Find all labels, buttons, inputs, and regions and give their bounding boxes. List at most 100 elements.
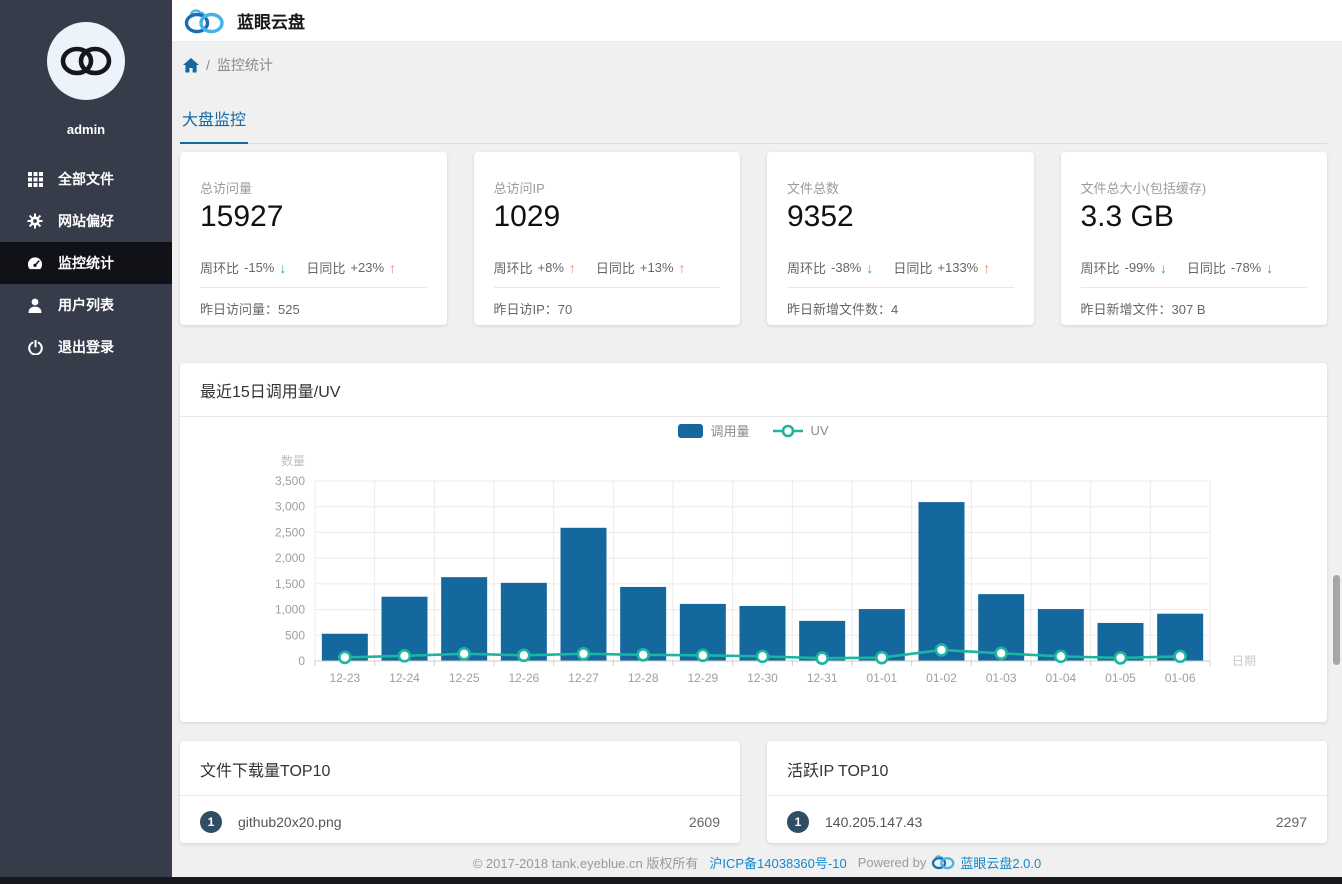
legend-label: UV — [810, 423, 829, 438]
chart-title: 最近15日调用量/UV — [180, 363, 1327, 417]
top-card-title: 文件下载量TOP10 — [180, 741, 740, 796]
stat-footer: 昨日新增文件数：4 — [787, 302, 899, 317]
svg-text:12-23: 12-23 — [329, 671, 360, 685]
svg-text:12-31: 12-31 — [807, 671, 838, 685]
svg-text:12-26: 12-26 — [508, 671, 539, 685]
legend-item-calls[interactable]: 调用量 — [678, 421, 749, 440]
stat-card-total-files: 文件总数 9352 周环比 -38% ↓ 日同比 +133% ↑ 昨日新增文件数：4 — [767, 152, 1034, 325]
home-icon[interactable] — [183, 57, 199, 73]
sidebar-username: admin — [66, 122, 106, 137]
power-icon — [27, 339, 43, 355]
user-icon — [27, 297, 43, 313]
line-swatch-icon — [773, 424, 804, 437]
arrow-up-icon: ↑ — [389, 259, 397, 276]
item-value: 2609 — [688, 814, 720, 830]
svg-text:2,500: 2,500 — [275, 525, 305, 539]
stat-footer: 昨日新增文件：307 B — [1080, 302, 1206, 317]
divider — [1080, 287, 1307, 288]
svg-text:500: 500 — [285, 628, 305, 642]
arrow-down-icon: ↓ — [1266, 259, 1274, 276]
avatar — [47, 22, 125, 100]
stat-label: 文件总数 — [787, 181, 840, 196]
arrow-up-icon: ↑ — [568, 259, 576, 276]
product-link[interactable]: 蓝眼云盘2.0.0 — [960, 855, 1042, 871]
stat-label: 文件总大小(包括缓存) — [1080, 181, 1207, 196]
sidebar-item-label: 监控统计 — [58, 255, 114, 271]
bar-swatch-icon — [678, 423, 704, 438]
svg-text:3,000: 3,000 — [275, 500, 305, 514]
top-ips-card: 活跃IP TOP10 1 140.205.147.43 2297 — [767, 741, 1327, 843]
svg-text:12-30: 12-30 — [747, 671, 778, 685]
arrow-up-icon: ↑ — [983, 259, 991, 276]
breadcrumb: / 监控统计 — [183, 55, 273, 75]
app-logo-icon — [183, 7, 225, 35]
svg-text:12-29: 12-29 — [687, 671, 718, 685]
sidebar-item-logout[interactable]: 退出登录 — [0, 326, 172, 368]
window-bottom-edge — [0, 877, 1342, 884]
stat-value: 3.3 GB — [1080, 200, 1174, 233]
svg-text:数量: 数量 — [281, 453, 305, 468]
item-label: github20x20.png — [238, 814, 342, 830]
breadcrumb-separator: / — [206, 57, 210, 73]
sidebar-menu: 全部文件 网站偏好 — [0, 158, 172, 368]
rank-badge: 1 — [200, 811, 222, 833]
tab-bar: 大盘监控 — [180, 106, 1327, 144]
divider — [493, 287, 720, 288]
stat-card-total-size: 文件总大小(包括缓存) 3.3 GB 周环比 -99% ↓ 日同比 -78% ↓ 昨日新… — [1060, 152, 1327, 325]
legend-item-uv[interactable]: UV — [773, 423, 829, 438]
svg-text:12-24: 12-24 — [389, 671, 420, 685]
gear-icon — [27, 213, 43, 229]
svg-text:12-27: 12-27 — [568, 671, 599, 685]
divider — [787, 287, 1014, 288]
vertical-scrollbar-thumb[interactable] — [1333, 575, 1340, 665]
svg-text:1,000: 1,000 — [275, 603, 305, 617]
stat-value: 1029 — [493, 200, 561, 233]
sidebar-item-label: 网站偏好 — [58, 213, 114, 229]
sidebar-item-users[interactable]: 用户列表 — [0, 284, 172, 326]
trend-row: 周环比 -99% ↓ 日同比 -78% ↓ — [1080, 259, 1274, 277]
stat-value: 15927 — [200, 200, 284, 233]
stat-cards-row: 总访问量 15927 周环比 -15% ↓ 日同比 +23% ↑ 昨日访问量：525 总… — [180, 152, 1327, 325]
sidebar-item-preferences[interactable]: 网站偏好 — [0, 200, 172, 242]
svg-text:3,500: 3,500 — [275, 474, 305, 488]
arrow-down-icon: ↓ — [1159, 259, 1167, 276]
sidebar-item-label: 全部文件 — [58, 171, 114, 187]
chart-legend: 调用量 UV — [180, 421, 1327, 440]
sidebar-item-label: 用户列表 — [58, 297, 114, 313]
divider — [200, 287, 427, 288]
copyright-text: © 2017-2018 tank.eyeblue.cn 版权所有 — [472, 855, 699, 871]
infinity-logo-icon — [60, 46, 112, 76]
app-title: 蓝眼云盘 — [237, 13, 305, 32]
list-item: 1 github20x20.png 2609 — [180, 796, 740, 833]
header: 蓝眼云盘 — [172, 0, 1342, 42]
svg-text:01-05: 01-05 — [1105, 671, 1136, 685]
stat-footer: 昨日访问量：525 — [200, 302, 300, 317]
stat-value: 9352 — [787, 200, 854, 233]
icp-link[interactable]: 沪ICP备14038360号-10 — [709, 855, 847, 871]
svg-text:01-06: 01-06 — [1165, 671, 1196, 685]
svg-text:0: 0 — [298, 654, 305, 668]
arrow-down-icon: ↓ — [866, 259, 874, 276]
stat-card-total-ips: 总访问IP 1029 周环比 +8% ↑ 日同比 +13% ↑ 昨日访IP：70 — [473, 152, 740, 325]
footer: © 2017-2018 tank.eyeblue.cn 版权所有 沪ICP备14… — [172, 848, 1342, 876]
footer-logo-icon — [932, 855, 955, 870]
sidebar-item-all-files[interactable]: 全部文件 — [0, 158, 172, 200]
sidebar: admin 全部文件 — [0, 0, 172, 884]
svg-text:01-04: 01-04 — [1045, 671, 1076, 685]
tab-dashboard-monitor[interactable]: 大盘监控 — [180, 106, 249, 144]
trend-row: 周环比 -15% ↓ 日同比 +23% ↑ — [200, 259, 397, 277]
trend-row: 周环比 -38% ↓ 日同比 +133% ↑ — [787, 259, 991, 277]
svg-text:01-01: 01-01 — [866, 671, 897, 685]
svg-text:1,500: 1,500 — [275, 577, 305, 591]
svg-text:01-02: 01-02 — [926, 671, 957, 685]
svg-text:01-03: 01-03 — [986, 671, 1017, 685]
dashboard-icon — [27, 255, 43, 271]
stat-label: 总访问IP — [493, 181, 545, 196]
sidebar-item-monitoring[interactable]: 监控统计 — [0, 242, 172, 284]
uv-chart-card: 最近15日调用量/UV 调用量 UV 0 500 1,000 1,500 2,000 2,… — [180, 363, 1327, 722]
svg-text:日期: 日期 — [1232, 654, 1256, 668]
svg-text:12-25: 12-25 — [449, 671, 480, 685]
top-lists-row: 文件下载量TOP10 1 github20x20.png 2609 活跃IP T… — [180, 741, 1327, 843]
sidebar-item-label: 退出登录 — [58, 339, 114, 355]
